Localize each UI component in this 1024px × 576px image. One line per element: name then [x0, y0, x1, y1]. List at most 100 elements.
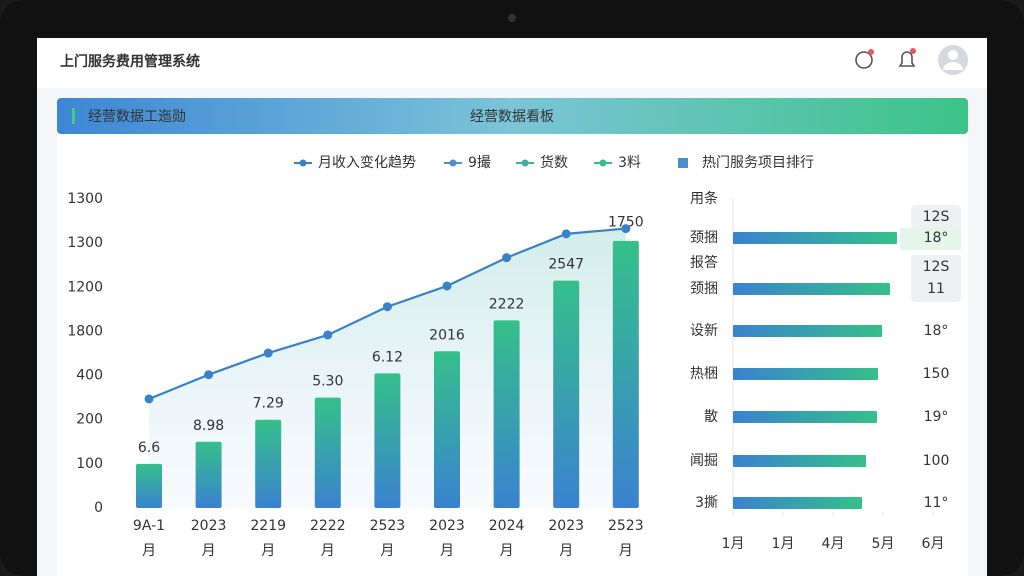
- banner-left-text: 经营数据工迤勋: [88, 109, 186, 125]
- hbar: [733, 455, 866, 467]
- bar-text: 6.6: [138, 440, 160, 456]
- bar: [314, 397, 341, 508]
- category-label: 散: [704, 409, 718, 425]
- bar: [434, 351, 460, 508]
- line-point: [323, 330, 333, 340]
- x-tick-label: 2523: [370, 518, 406, 534]
- x-tick-label: 2023: [429, 518, 465, 534]
- line-point: [442, 281, 452, 291]
- y-tick-label: 200: [76, 412, 103, 428]
- x-tick-unit: 月: [202, 543, 216, 559]
- legend-label: 货数: [540, 154, 568, 171]
- banner-accent: [72, 108, 75, 124]
- value-text: 150: [923, 366, 950, 382]
- y-tick-label: 400: [76, 368, 103, 384]
- category-label: 闻掘: [690, 453, 718, 469]
- x-tick-label: 6月: [922, 536, 945, 552]
- x-tick-unit: 月: [619, 543, 633, 559]
- bar: [493, 320, 520, 508]
- message-icon[interactable]: [855, 51, 873, 69]
- x-tick-label: 4月: [822, 536, 845, 552]
- bar: [612, 240, 639, 508]
- y-tick-label: 1300: [67, 235, 103, 251]
- top-bar: [37, 38, 987, 88]
- banner: [57, 98, 968, 134]
- bar: [374, 373, 401, 508]
- bar-text: 1750: [608, 215, 644, 231]
- x-tick-label: 2523: [608, 518, 644, 534]
- bar: [255, 419, 282, 508]
- line-point: [561, 229, 571, 239]
- avatar-body: [943, 62, 963, 70]
- category-label: 颈捆: [690, 230, 718, 246]
- x-tick-label: 1月: [772, 536, 795, 552]
- legend-dot: [521, 159, 529, 167]
- bar-text: 6.12: [372, 349, 403, 365]
- badge: 12S: [923, 209, 950, 225]
- category-label: 颈捆: [690, 281, 718, 297]
- value-text: 18°: [924, 323, 949, 339]
- x-tick-label: 2024: [489, 518, 525, 534]
- legend-dot: [299, 159, 307, 167]
- y-tick-label: 1300: [67, 191, 103, 207]
- y-tick-label: 100: [76, 456, 103, 472]
- bar-text: 7.29: [253, 396, 284, 412]
- highlight-row: [900, 228, 961, 250]
- value-text: 11: [927, 281, 945, 297]
- camera: [508, 14, 516, 22]
- line-point: [382, 302, 392, 312]
- legend-label: 9撮: [468, 154, 491, 171]
- category-label: 设新: [690, 323, 718, 339]
- bar: [195, 441, 222, 508]
- x-tick-unit: 月: [500, 543, 514, 559]
- legend-dot: [449, 159, 457, 167]
- badge-dot: [910, 48, 916, 54]
- bell-icon[interactable]: [898, 51, 916, 67]
- x-tick-label: 2222: [310, 518, 346, 534]
- line-point: [621, 224, 631, 234]
- bar-text: 2222: [489, 296, 525, 312]
- value-text: 18°: [924, 230, 949, 246]
- y-tick-label: 0: [94, 500, 103, 516]
- bar-text: 2016: [429, 327, 465, 343]
- banner-title: 经营数据看板: [470, 109, 554, 125]
- x-tick-label: 9A-1: [133, 518, 165, 534]
- value-text: 100: [923, 453, 950, 469]
- legend-label: 3料: [618, 155, 641, 171]
- legend-dot: [599, 159, 607, 167]
- avatar-head: [948, 50, 958, 60]
- x-tick-label: 5月: [872, 536, 895, 552]
- x-tick-unit: 月: [380, 543, 394, 559]
- bar: [136, 463, 162, 508]
- hbar: [733, 283, 890, 295]
- y-tick-label: 1800: [67, 323, 103, 339]
- x-tick-unit: 月: [440, 543, 454, 559]
- value-text: 19°: [924, 409, 949, 425]
- app-title: 上门服务费用管理系统: [60, 53, 200, 70]
- hbar: [733, 232, 897, 244]
- x-tick-unit: 月: [142, 543, 156, 559]
- bar-text: 2547: [548, 257, 584, 273]
- x-tick-unit: 月: [261, 543, 275, 559]
- legend-square: [678, 158, 688, 168]
- side-note: 用条: [690, 190, 718, 207]
- badge-box: [911, 205, 961, 229]
- line-point: [502, 253, 512, 263]
- x-tick-unit: 月: [321, 543, 335, 559]
- hbar: [733, 368, 878, 380]
- bar: [553, 280, 580, 508]
- badge: 12S: [923, 259, 950, 275]
- category-label: 热梱: [690, 366, 718, 382]
- line-point: [144, 394, 154, 404]
- bar-text: 5.30: [312, 374, 343, 390]
- legend-label: 月收入变化趋势: [318, 155, 416, 171]
- side-note: 报答: [690, 254, 718, 271]
- line-point: [204, 370, 214, 380]
- x-tick-unit: 月: [559, 543, 573, 559]
- bar-text: 8.98: [193, 418, 224, 434]
- hbar: [733, 411, 877, 423]
- hbar: [733, 325, 882, 337]
- x-tick-label: 2219: [250, 518, 286, 534]
